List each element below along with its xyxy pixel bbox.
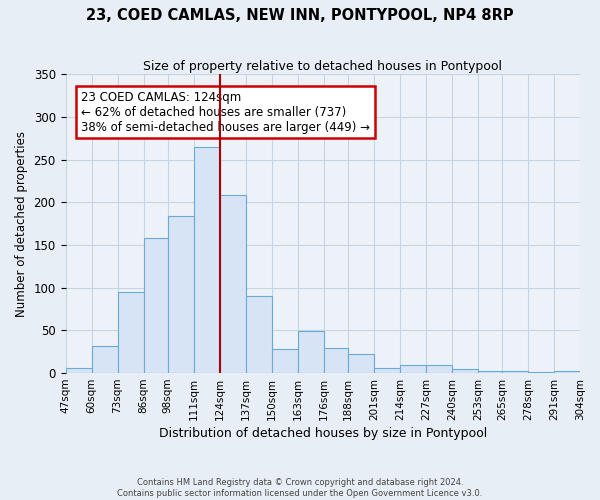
Bar (245, 296, 272, 373)
Bar (324, 348, 348, 373)
Bar (554, 372, 580, 373)
Text: 23, COED CAMLAS, NEW INN, PONTYPOOL, NP4 8RP: 23, COED CAMLAS, NEW INN, PONTYPOOL, NP4… (86, 8, 514, 22)
X-axis label: Distribution of detached houses by size in Pontypool: Distribution of detached houses by size … (158, 427, 487, 440)
Bar (167, 216, 194, 373)
Bar (118, 292, 143, 373)
Bar (502, 372, 528, 373)
Bar (194, 147, 220, 373)
Bar (143, 238, 167, 373)
Bar (374, 368, 400, 373)
Bar (348, 354, 374, 373)
Title: Size of property relative to detached houses in Pontypool: Size of property relative to detached ho… (143, 60, 502, 73)
Bar (452, 369, 478, 373)
Bar (426, 364, 452, 373)
Bar (65, 368, 92, 373)
Bar (92, 346, 118, 373)
Bar (478, 370, 502, 373)
Bar (400, 366, 426, 373)
Y-axis label: Number of detached properties: Number of detached properties (15, 130, 28, 316)
Bar (220, 196, 245, 373)
Text: 23 COED CAMLAS: 124sqm
← 62% of detached houses are smaller (737)
38% of semi-de: 23 COED CAMLAS: 124sqm ← 62% of detached… (81, 90, 370, 134)
Bar (298, 331, 324, 373)
Bar (528, 372, 554, 373)
Bar (272, 349, 298, 373)
Text: Contains HM Land Registry data © Crown copyright and database right 2024.
Contai: Contains HM Land Registry data © Crown c… (118, 478, 482, 498)
